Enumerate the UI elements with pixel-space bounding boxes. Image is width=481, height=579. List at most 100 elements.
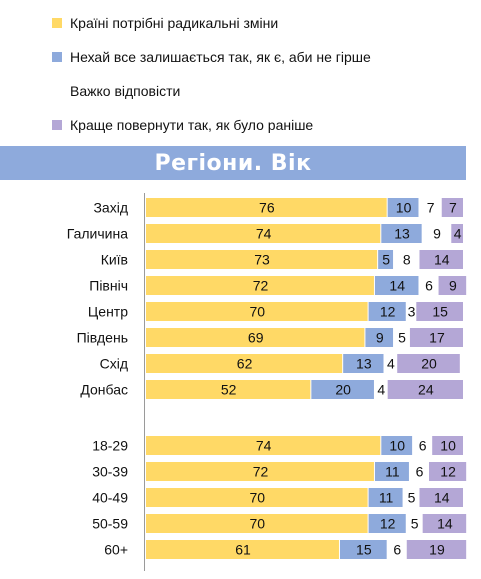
data-label: 62	[237, 356, 253, 372]
category-label: Галичина	[67, 226, 128, 242]
bar-segment	[406, 540, 467, 559]
data-label: 7	[449, 200, 457, 216]
legend-label: Краще повернути так, як було раніше	[70, 117, 314, 133]
bar-segment	[368, 488, 403, 507]
data-label: 70	[250, 516, 266, 532]
legend-swatch-blue	[52, 52, 62, 62]
legend-label: Нехай все залишається так, як є, аби не …	[70, 49, 371, 65]
legend-item-hard-to-say: Важко відповісти	[52, 74, 371, 108]
bar-segment	[146, 224, 381, 243]
data-label: 10	[389, 438, 405, 454]
bar-segment	[378, 250, 394, 269]
data-label: 11	[379, 490, 394, 506]
data-label: 4	[387, 356, 395, 372]
data-label: 72	[253, 278, 269, 294]
bar-segment	[429, 462, 467, 481]
data-label: 72	[253, 464, 269, 480]
bar-segment	[422, 514, 467, 533]
data-label: 74	[256, 226, 272, 242]
data-label: 24	[418, 382, 434, 398]
data-label: 4	[454, 226, 462, 242]
bar-segment	[146, 302, 368, 321]
data-label: 70	[250, 490, 266, 506]
bar-segment	[438, 276, 467, 295]
data-label: 5	[408, 490, 416, 506]
category-label: 18-29	[92, 438, 128, 454]
data-label: 6	[425, 278, 433, 294]
bar-segment	[441, 198, 463, 217]
bar-segment	[368, 514, 406, 533]
bar-segment	[406, 302, 416, 321]
data-label: 4	[377, 382, 385, 398]
data-label: 5	[398, 330, 406, 346]
bar-segment	[146, 250, 378, 269]
category-label: 40-49	[92, 490, 128, 506]
bar-segment	[422, 224, 451, 243]
data-label: 6	[416, 464, 424, 480]
bar-segment	[409, 328, 463, 347]
bar-segment	[387, 380, 463, 399]
data-label: 12	[380, 516, 396, 532]
legend-swatch-purple	[52, 120, 62, 130]
data-label: 69	[248, 330, 264, 346]
category-label: Центр	[88, 304, 128, 320]
bar-segment	[394, 328, 409, 347]
bar-segment	[413, 436, 432, 455]
bar-segment	[406, 514, 422, 533]
banner-title: Регіони. Вік	[154, 150, 312, 176]
data-label: 14	[437, 516, 453, 532]
data-label: 76	[259, 200, 275, 216]
bar-segment	[432, 436, 463, 455]
bar-segment	[146, 328, 365, 347]
category-label: Київ	[101, 252, 128, 268]
bar-segment	[339, 540, 387, 559]
data-label: 5	[382, 252, 390, 268]
bar-segment	[146, 436, 381, 455]
data-label: 52	[221, 382, 237, 398]
data-label: 13	[356, 356, 372, 372]
data-label: 61	[235, 542, 251, 558]
data-label: 14	[389, 278, 405, 294]
data-label: 12	[380, 304, 396, 320]
data-label: 7	[427, 200, 435, 216]
data-label: 3	[408, 304, 416, 320]
data-label: 9	[433, 226, 441, 242]
legend-item-radical-changes: Країні потрібні радикальні зміни	[52, 6, 371, 40]
category-label: Північ	[89, 278, 128, 294]
category-axis-line	[144, 193, 145, 571]
category-label: Південь	[77, 330, 128, 346]
legend-label: Країні потрібні радикальні зміни	[70, 15, 279, 31]
category-label: 50-59	[92, 516, 128, 532]
bar-segment	[419, 250, 463, 269]
data-label: 17	[429, 330, 445, 346]
data-label: 5	[411, 516, 419, 532]
legend-swatch-white	[52, 86, 62, 96]
bar-segment	[387, 540, 406, 559]
bar-segment	[416, 302, 463, 321]
bar-segment	[146, 198, 387, 217]
bar-segment	[387, 198, 419, 217]
bar-segment	[146, 276, 374, 295]
legend-label: Важко відповісти	[70, 83, 181, 99]
bar-segment	[146, 462, 374, 481]
bar-segment	[365, 328, 394, 347]
bar-segment	[146, 380, 311, 399]
bar-segment	[146, 488, 368, 507]
data-label: 12	[440, 464, 456, 480]
bar-segment	[146, 540, 339, 559]
data-label: 15	[432, 304, 448, 320]
bar-segment	[146, 514, 368, 533]
data-label: 14	[434, 490, 450, 506]
data-label: 11	[385, 464, 400, 480]
bar-segment	[146, 354, 343, 373]
data-label: 6	[419, 438, 427, 454]
bar-segment	[381, 224, 422, 243]
legend-item-return-back: Краще повернути так, як було раніше	[52, 108, 371, 142]
data-label: 73	[254, 252, 270, 268]
data-label: 74	[256, 438, 272, 454]
bar-segment	[403, 488, 419, 507]
legend-swatch-yellow	[52, 18, 62, 28]
bar-segment	[419, 276, 438, 295]
bar-segment	[311, 380, 374, 399]
